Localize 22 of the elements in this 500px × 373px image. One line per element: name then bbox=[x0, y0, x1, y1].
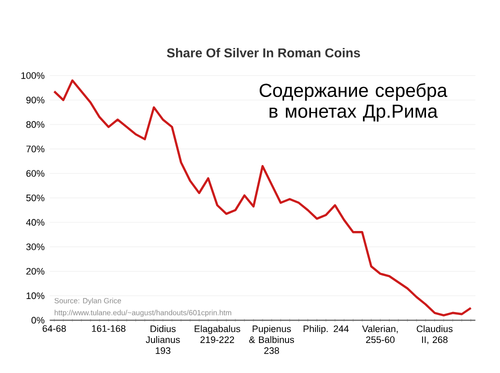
y-tick-label: 90% bbox=[26, 96, 44, 104]
y-tick-label: 20% bbox=[26, 268, 44, 275]
y-tick-label: 100% bbox=[21, 72, 44, 79]
x-tick-label: Elagabalus 219-222 bbox=[194, 325, 240, 344]
x-tick-label: Claudius II, 268 bbox=[416, 325, 453, 344]
chart-title: Share Of Silver In Roman Coins bbox=[166, 48, 360, 58]
y-tick-label: 60% bbox=[26, 170, 44, 177]
y-tick-label: 40% bbox=[26, 219, 44, 226]
x-tick-label: 161-168 bbox=[92, 325, 126, 332]
y-tick-label: 10% bbox=[26, 292, 44, 300]
annotation: Содержание серебра в монетах Др.Рима bbox=[260, 83, 448, 122]
x-tick-label: Didius Julianus 193 bbox=[146, 325, 180, 354]
y-tick-label: 50% bbox=[26, 194, 44, 202]
x-tick-label: Philip. 244 bbox=[304, 325, 349, 334]
y-tick-label: 70% bbox=[26, 146, 44, 152]
line-series bbox=[53, 79, 472, 316]
x-tick-label: 64-68 bbox=[42, 325, 66, 332]
x-tick-label: Pupienus & Balbinus 238 bbox=[249, 325, 294, 354]
y-tick-label: 0% bbox=[32, 316, 44, 324]
y-tick-label: 80% bbox=[26, 121, 44, 128]
x-tick-label: Valerian, 255-60 bbox=[362, 325, 398, 344]
y-tick-label: 30% bbox=[26, 244, 44, 250]
